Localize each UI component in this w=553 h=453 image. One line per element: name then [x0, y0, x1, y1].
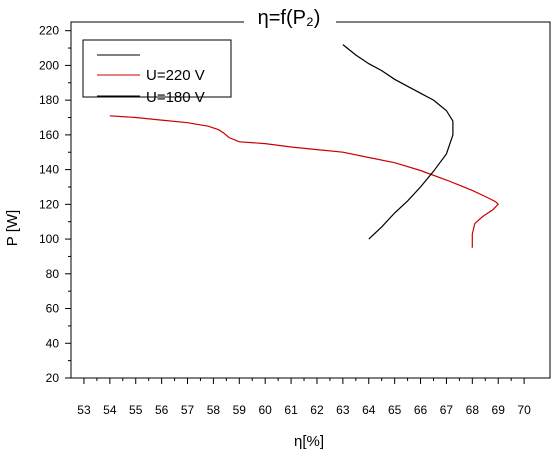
y-tick-label: 60 [46, 302, 60, 316]
y-tick-label: 120 [39, 197, 59, 211]
x-tick-label: 59 [233, 403, 247, 417]
x-axis-ticks: 53 54 55 56 57 58 59 60 61 62 63 64 65 66 67 68 69 70 [77, 378, 531, 417]
y-tick-label: 80 [46, 267, 60, 281]
x-tick-label: 53 [77, 403, 91, 417]
y-tick-label: 140 [39, 163, 59, 177]
x-tick-label: 65 [388, 403, 402, 417]
y-tick-label: 180 [39, 93, 59, 107]
legend-label-180v: U=180 V [146, 89, 205, 106]
x-tick-label: 64 [362, 403, 376, 417]
x-tick-label: 67 [440, 403, 454, 417]
x-tick-label: 62 [310, 403, 324, 417]
x-tick-label: 58 [207, 403, 221, 417]
legend: U=220 V U=180 V [82, 39, 232, 106]
y-tick-label: 40 [46, 336, 60, 350]
y-tick-label: 220 [39, 24, 59, 38]
x-tick-label: 68 [466, 403, 480, 417]
y-tick-label: 200 [39, 58, 59, 72]
y-tick-label: 100 [39, 232, 59, 246]
series-line-220v [109, 115, 500, 248]
y-tick-label: 160 [39, 128, 59, 142]
series-line-180v [342, 44, 454, 240]
x-axis-label: η[%] [294, 433, 324, 450]
y-axis-ticks: 20 40 60 80 100 120 140 160 180 200 220 [39, 24, 71, 385]
legend-box [82, 39, 232, 98]
x-tick-label: 54 [103, 403, 117, 417]
x-tick-label: 56 [155, 403, 169, 417]
x-tick-label: 55 [129, 403, 143, 417]
x-tick-label: 69 [492, 403, 506, 417]
x-tick-label: 66 [414, 403, 428, 417]
chart-title-backdrop [244, 4, 336, 30]
x-tick-label: 70 [517, 403, 531, 417]
chart-title: η=f(P₂) [258, 7, 321, 29]
legend-label-220v: U=220 V [146, 67, 205, 84]
y-tick-label: 20 [46, 371, 60, 385]
x-tick-label: 60 [259, 403, 273, 417]
x-tick-label: 57 [181, 403, 195, 417]
x-tick-label: 63 [336, 403, 350, 417]
y-axis-label: P [W] [4, 210, 21, 246]
series-layer [109, 44, 500, 248]
x-tick-label: 61 [284, 403, 298, 417]
